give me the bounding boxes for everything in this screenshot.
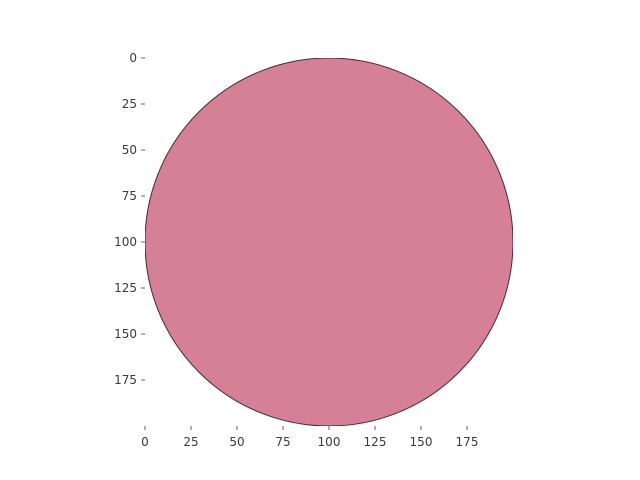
x-tick-label: 150 (410, 435, 433, 449)
x-tick-label: 0 (141, 435, 149, 449)
y-tick-label: 125 (114, 281, 137, 295)
x-axis: 0 25 50 75 100 125 150 175 (141, 426, 478, 449)
y-tick-label: 25 (122, 97, 137, 111)
y-tick-label: 175 (114, 373, 137, 387)
y-tick-label: 100 (114, 235, 137, 249)
x-tick-label: 125 (364, 435, 387, 449)
x-tick-label: 175 (456, 435, 479, 449)
y-tick-label: 0 (129, 51, 137, 65)
y-axis: 0 25 50 75 100 125 150 175 (114, 51, 145, 387)
y-tick-label: 75 (122, 189, 137, 203)
x-tick-label: 25 (183, 435, 198, 449)
x-tick-label: 75 (275, 435, 290, 449)
image-layer (145, 58, 513, 426)
x-tick-label: 100 (318, 435, 341, 449)
disk-shape (145, 58, 513, 426)
y-tick-label: 150 (114, 327, 137, 341)
x-tick-label: 50 (229, 435, 244, 449)
y-tick-label: 50 (122, 143, 137, 157)
